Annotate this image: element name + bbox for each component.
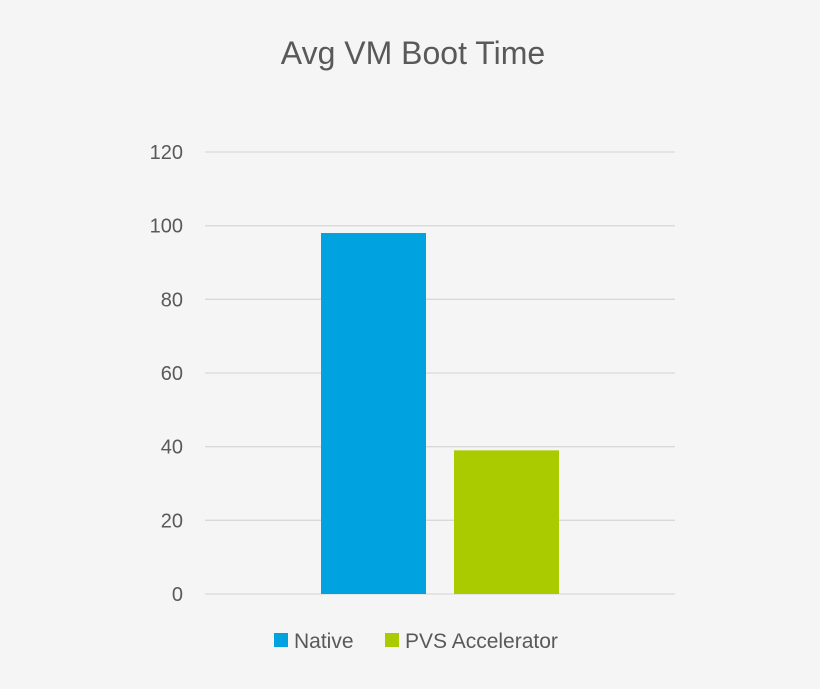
y-tick-label: 80 <box>161 289 183 311</box>
y-tick-label: 60 <box>161 363 183 385</box>
y-tick-label: 0 <box>172 584 183 606</box>
y-tick-label: 40 <box>161 437 183 459</box>
y-tick-label: 20 <box>161 510 183 532</box>
y-axis-tick-labels: 0 20 40 60 80 100 120 <box>150 142 183 606</box>
legend-label: Native <box>294 630 354 653</box>
legend-swatch <box>385 633 399 647</box>
legend: Native PVS Accelerator <box>274 630 558 653</box>
bar-native <box>321 233 426 595</box>
chart-title: Avg VM Boot Time <box>281 35 545 71</box>
y-tick-label: 120 <box>150 142 183 164</box>
bar-pvs-accelerator <box>454 450 559 594</box>
bars <box>321 233 559 595</box>
legend-label: PVS Accelerator <box>405 630 558 653</box>
y-tick-label: 100 <box>150 216 183 238</box>
gridlines <box>205 151 675 595</box>
legend-swatch <box>274 633 288 647</box>
